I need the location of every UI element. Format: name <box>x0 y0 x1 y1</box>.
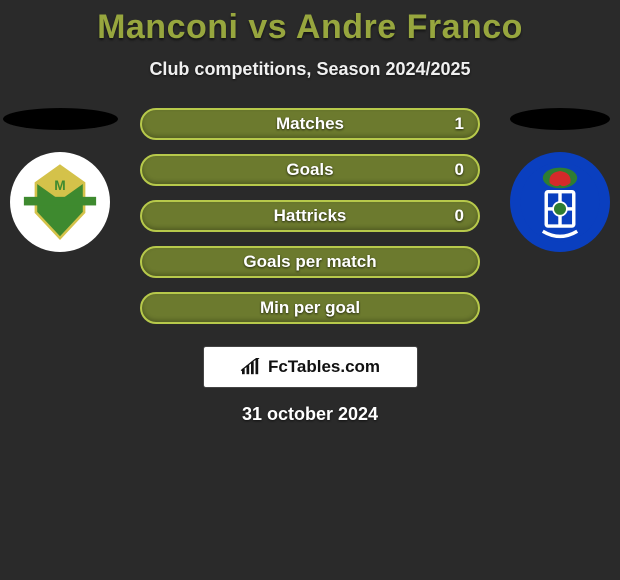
svg-text:M: M <box>54 178 65 193</box>
left-player-column: M <box>0 108 120 252</box>
player-shadow-right <box>510 108 610 130</box>
stat-bars: Matches 1 Goals 0 Hattricks 0 Goals per … <box>140 108 480 324</box>
stat-bar-goals-per-match: Goals per match <box>140 246 480 278</box>
moreirense-badge: M <box>10 152 110 252</box>
stat-label: Matches <box>276 114 344 134</box>
stat-right-value: 0 <box>455 160 464 180</box>
stat-label: Min per goal <box>260 298 360 318</box>
stat-label: Goals <box>286 160 333 180</box>
stat-bar-hattricks: Hattricks 0 <box>140 200 480 232</box>
bar-chart-icon <box>240 358 262 376</box>
stat-bar-goals: Goals 0 <box>140 154 480 186</box>
subtitle: Club competitions, Season 2024/2025 <box>0 59 620 80</box>
stat-right-value: 0 <box>455 206 464 226</box>
stat-label: Goals per match <box>243 252 376 272</box>
stat-label: Hattricks <box>274 206 347 226</box>
fc-porto-crest-icon <box>517 159 603 245</box>
comparison-panel: M Matches 1 <box>0 108 620 425</box>
moreirense-crest-icon: M <box>17 159 103 245</box>
fc-porto-badge <box>510 152 610 252</box>
page-title: Manconi vs Andre Franco <box>0 0 620 47</box>
stat-bar-min-per-goal: Min per goal <box>140 292 480 324</box>
stat-bar-matches: Matches 1 <box>140 108 480 140</box>
site-label: FcTables.com <box>268 357 380 377</box>
player-shadow-left <box>3 108 118 130</box>
right-player-column <box>500 108 620 252</box>
generation-date: 31 october 2024 <box>0 404 620 425</box>
site-attribution: FcTables.com <box>203 346 418 388</box>
stat-right-value: 1 <box>455 114 464 134</box>
